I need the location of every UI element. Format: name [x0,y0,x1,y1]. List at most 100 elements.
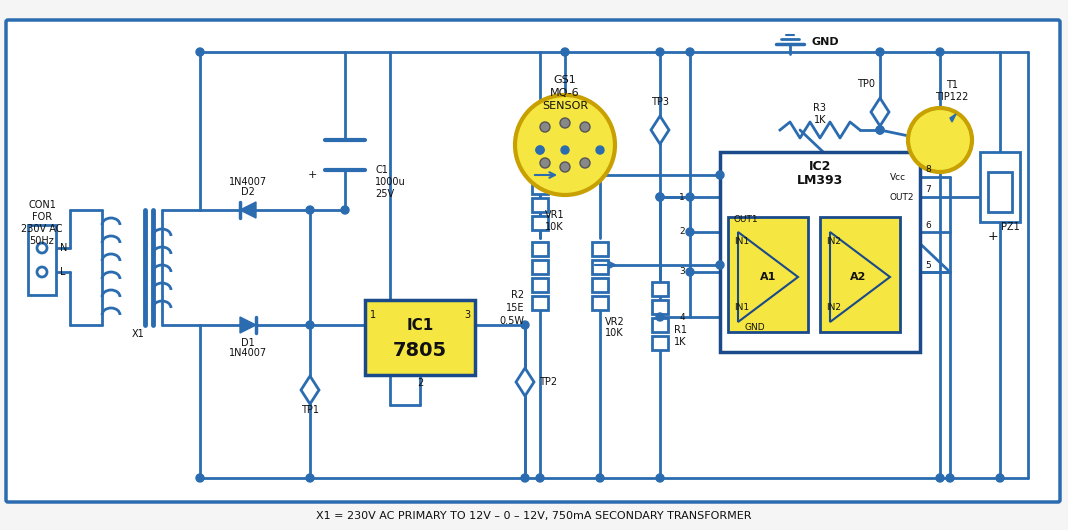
Bar [592,260,608,274]
Text: 7: 7 [925,186,930,195]
Text: CON1: CON1 [28,200,56,210]
Bar [532,198,548,212]
FancyBboxPatch shape [6,20,1061,502]
Circle shape [876,126,884,134]
Circle shape [936,48,944,56]
Text: VR2: VR2 [604,317,625,327]
Circle shape [561,146,569,154]
Circle shape [686,268,694,276]
Text: 6: 6 [925,220,930,229]
Text: +: + [988,231,999,243]
Text: SENSOR: SENSOR [541,101,588,111]
Circle shape [908,108,972,172]
Polygon shape [240,202,256,218]
Text: R1: R1 [674,325,687,335]
Bar [720,152,920,352]
Bar [532,216,548,230]
Circle shape [540,158,550,168]
Polygon shape [240,317,256,333]
Text: IN1: IN1 [734,237,749,246]
Text: TP0: TP0 [857,79,875,89]
Bar [820,217,900,332]
Text: L: L [60,267,65,277]
Text: 10K: 10K [545,222,564,232]
Circle shape [560,162,570,172]
Circle shape [307,474,314,482]
Bar [532,260,548,274]
Text: FOR: FOR [32,212,52,222]
Text: 1000u: 1000u [375,177,406,187]
Text: 1N4007: 1N4007 [229,177,267,187]
Text: X1 = 230V AC PRIMARY TO 12V – 0 – 12V, 750mA SECONDARY TRANSFORMER: X1 = 230V AC PRIMARY TO 12V – 0 – 12V, 7… [316,511,752,521]
Text: R2: R2 [511,290,524,300]
Circle shape [596,146,604,154]
Text: 4: 4 [679,313,685,322]
Text: 1K: 1K [674,337,687,347]
Bar [651,336,668,350]
Text: X1: X1 [131,329,144,339]
Circle shape [37,243,47,253]
Circle shape [521,321,529,329]
Circle shape [197,48,204,56]
Circle shape [197,474,204,482]
Bar [592,278,608,292]
Text: OUT1: OUT1 [734,215,758,224]
Bar [651,318,668,332]
Text: GND: GND [744,322,766,331]
Text: A1: A1 [759,272,776,282]
Circle shape [515,95,615,195]
Text: N: N [60,243,67,253]
Text: 10K: 10K [604,328,624,338]
Circle shape [536,474,544,482]
Text: GND: GND [812,37,839,47]
Text: 50Hz: 50Hz [30,236,54,246]
Bar [592,296,608,310]
Circle shape [656,474,664,482]
Text: IC2: IC2 [808,161,831,173]
Text: 1: 1 [370,310,376,320]
Text: TP2: TP2 [539,377,557,387]
Text: 1N4007: 1N4007 [229,348,267,358]
Text: 2: 2 [679,227,685,236]
Text: IN1: IN1 [734,237,749,246]
Text: IN2: IN2 [826,237,841,246]
Bar [532,162,548,176]
Bar [532,296,548,310]
Text: MQ-6: MQ-6 [550,88,580,98]
Text: 7805: 7805 [393,340,447,359]
Text: C1: C1 [375,165,388,175]
Circle shape [716,261,724,269]
Circle shape [536,146,544,154]
Polygon shape [871,98,889,126]
Text: D1: D1 [241,338,255,348]
Bar [28,225,56,295]
Bar [532,242,548,256]
Circle shape [596,474,604,482]
Circle shape [560,118,570,128]
Polygon shape [651,116,669,144]
Bar [988,172,1012,212]
Circle shape [686,48,694,56]
Text: 2: 2 [417,378,423,388]
Circle shape [561,48,569,56]
Text: D2: D2 [241,187,255,197]
Text: 15E: 15E [505,303,524,313]
Bar [651,300,668,314]
Circle shape [686,193,694,201]
Polygon shape [951,114,956,122]
Circle shape [656,313,664,321]
Bar [532,278,548,292]
Polygon shape [738,232,798,322]
Text: 230V AC: 230V AC [21,224,63,234]
Circle shape [946,474,954,482]
Polygon shape [301,376,319,404]
Polygon shape [516,368,534,396]
Text: IN2: IN2 [826,303,841,312]
Bar [651,282,668,296]
Text: T1: T1 [946,80,958,90]
Text: TP3: TP3 [651,97,669,107]
Text: 1K: 1K [814,115,827,125]
Text: 5: 5 [925,261,930,269]
Circle shape [686,228,694,236]
Circle shape [307,321,314,329]
